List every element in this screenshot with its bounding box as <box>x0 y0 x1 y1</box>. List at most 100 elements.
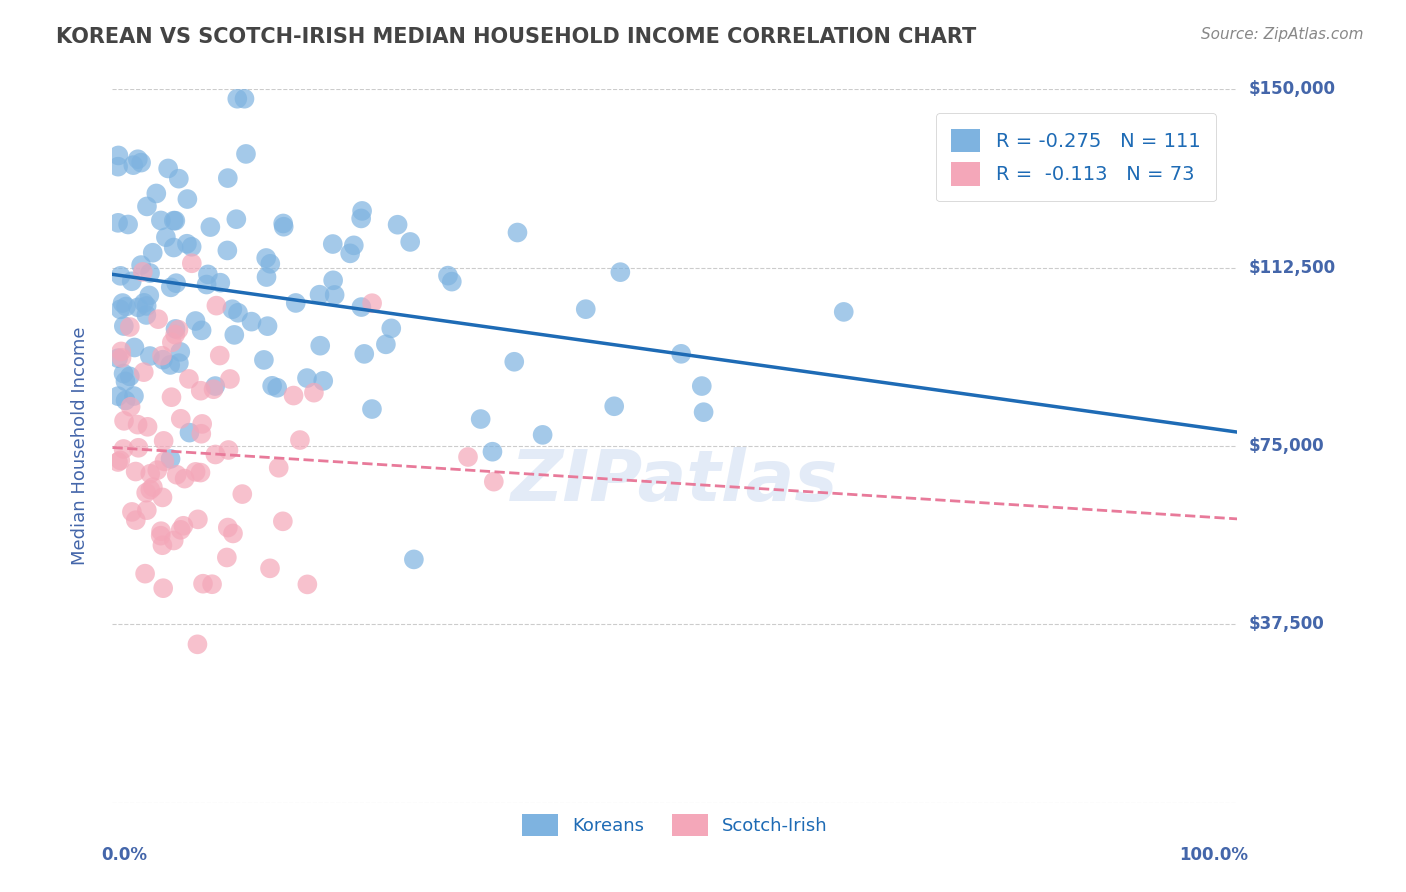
Point <box>142 480 165 494</box>
Point <box>190 426 212 441</box>
Point <box>690 379 713 393</box>
Point <box>253 353 276 368</box>
Point <box>163 213 186 227</box>
Text: 0.0%: 0.0% <box>101 846 148 863</box>
Point <box>692 405 714 419</box>
Point <box>308 287 330 301</box>
Point <box>352 203 374 218</box>
Point <box>339 246 361 260</box>
Point <box>149 213 172 227</box>
Point <box>177 372 200 386</box>
Point <box>165 322 187 336</box>
Point <box>134 566 156 581</box>
Point <box>146 463 169 477</box>
Point <box>142 245 165 260</box>
Point <box>107 389 129 403</box>
Text: 100.0%: 100.0% <box>1180 846 1249 863</box>
Point <box>149 529 172 543</box>
Point <box>184 314 207 328</box>
Point <box>184 465 207 479</box>
Text: $112,500: $112,500 <box>1249 259 1336 277</box>
Point <box>205 299 228 313</box>
Point <box>157 161 180 176</box>
Point <box>219 372 242 386</box>
Point <box>135 308 157 322</box>
Point <box>121 505 143 519</box>
Point <box>167 356 190 370</box>
Point <box>169 344 191 359</box>
Point <box>190 384 212 398</box>
Point <box>125 513 148 527</box>
Point <box>225 212 247 227</box>
Point <box>481 444 503 458</box>
Point <box>271 217 294 231</box>
Point <box>222 526 245 541</box>
Point <box>323 288 346 302</box>
Point <box>297 577 319 591</box>
Point <box>259 257 281 271</box>
Point <box>114 393 136 408</box>
Point <box>110 453 132 467</box>
Point <box>165 213 187 227</box>
Point <box>170 523 193 537</box>
Point <box>170 411 193 425</box>
Point <box>187 512 209 526</box>
Point <box>107 351 129 366</box>
Point <box>235 147 257 161</box>
Point <box>163 533 186 548</box>
Point <box>259 561 281 575</box>
Point <box>132 296 155 310</box>
Point <box>172 518 194 533</box>
Point <box>609 265 631 279</box>
Point <box>201 577 224 591</box>
Point <box>166 467 188 482</box>
Point <box>127 417 149 432</box>
Point <box>506 226 529 240</box>
Point <box>322 237 344 252</box>
Point <box>503 355 526 369</box>
Text: $37,500: $37,500 <box>1249 615 1324 633</box>
Point <box>176 192 198 206</box>
Point <box>132 365 155 379</box>
Point <box>208 349 231 363</box>
Point <box>124 465 146 479</box>
Point <box>217 520 239 534</box>
Point <box>167 323 190 337</box>
Point <box>284 296 307 310</box>
Point <box>152 491 174 505</box>
Point <box>457 450 479 464</box>
Point <box>110 302 132 317</box>
Point <box>160 390 183 404</box>
Point <box>122 158 145 172</box>
Point <box>180 240 202 254</box>
Point <box>129 155 152 169</box>
Point <box>575 302 598 317</box>
Point <box>226 306 249 320</box>
Point <box>190 466 212 480</box>
Point <box>107 216 129 230</box>
Text: KOREAN VS SCOTCH-IRISH MEDIAN HOUSEHOLD INCOME CORRELATION CHART: KOREAN VS SCOTCH-IRISH MEDIAN HOUSEHOLD … <box>56 27 977 46</box>
Point <box>470 412 492 426</box>
Point <box>129 258 152 272</box>
Point <box>186 637 208 651</box>
Point <box>402 552 425 566</box>
Point <box>302 385 325 400</box>
Point <box>159 451 181 466</box>
Point <box>482 475 505 489</box>
Point <box>204 379 226 393</box>
Point <box>159 358 181 372</box>
Point <box>361 402 384 417</box>
Point <box>139 483 162 497</box>
Point <box>256 319 278 334</box>
Point <box>283 388 305 402</box>
Point <box>202 382 225 396</box>
Point <box>209 276 232 290</box>
Point <box>135 485 157 500</box>
Point <box>165 276 187 290</box>
Point <box>179 425 201 440</box>
Point <box>150 524 173 539</box>
Point <box>145 186 167 201</box>
Point <box>135 503 157 517</box>
Point <box>195 277 218 292</box>
Point <box>136 419 159 434</box>
